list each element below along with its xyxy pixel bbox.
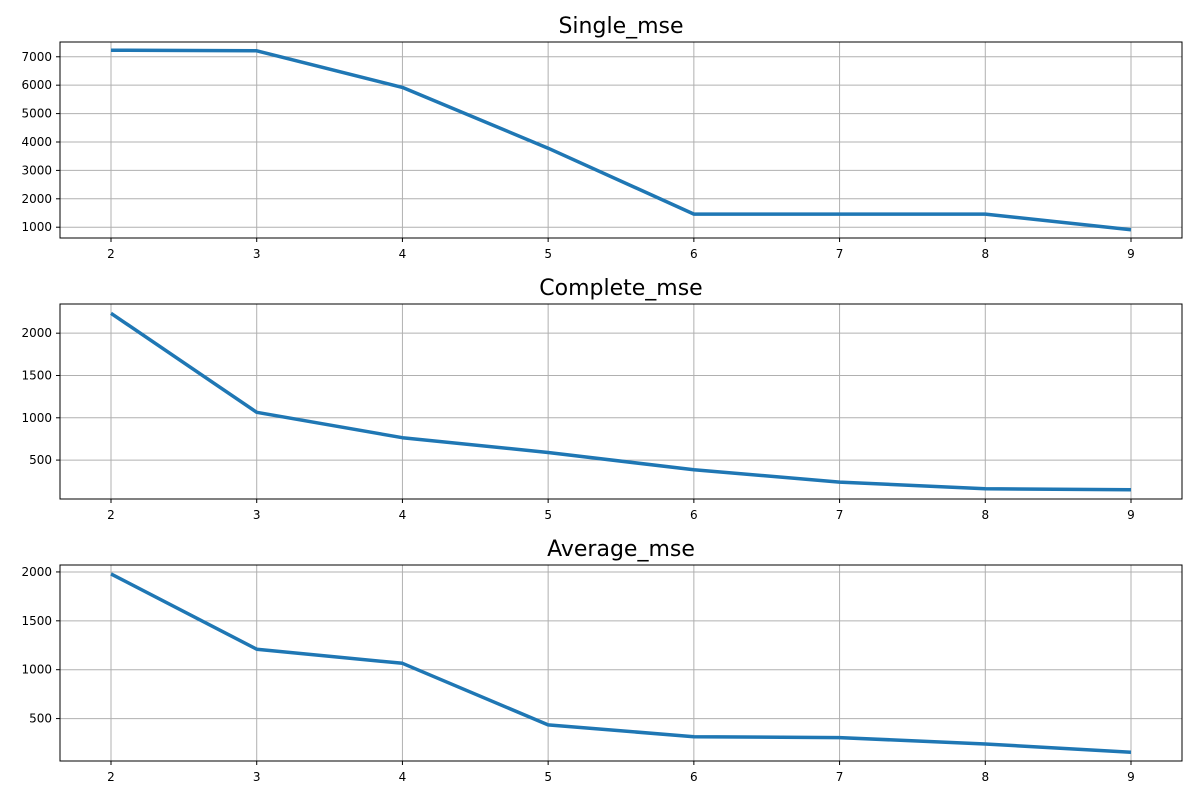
x-tick-label: 2 xyxy=(107,247,115,261)
y-tick-label: 2000 xyxy=(21,565,52,579)
y-tick-label: 3000 xyxy=(21,163,52,177)
y-tick-label: 5000 xyxy=(21,107,52,121)
x-tick-label: 3 xyxy=(253,508,261,522)
chart-panel: 2 3 4 5 6 7 8 9 500 1000 1500 2000 Complete_mse xyxy=(21,276,1183,522)
y-tick-label: 2000 xyxy=(21,326,52,340)
y-tick-label: 1500 xyxy=(21,614,52,628)
x-tick-label: 7 xyxy=(836,247,844,261)
axes-frame xyxy=(59,303,1183,500)
x-tick-label: 5 xyxy=(544,247,552,261)
axes-frame xyxy=(59,41,1183,239)
y-tick-label: 1000 xyxy=(21,220,52,234)
y-tick-label: 4000 xyxy=(21,135,52,149)
chart-title: Single_mse xyxy=(558,14,683,39)
y-tick-label: 500 xyxy=(29,453,52,467)
y-tick-label: 1000 xyxy=(21,663,52,677)
series-line xyxy=(110,48,1132,232)
y-tick-label: 1000 xyxy=(21,411,52,425)
x-tick-label: 6 xyxy=(690,247,698,261)
x-tick-label: 8 xyxy=(981,247,989,261)
chart-title: Complete_mse xyxy=(539,276,702,301)
axes-frame xyxy=(59,564,1183,762)
x-tick-label: 4 xyxy=(399,508,407,522)
series-line xyxy=(110,572,1132,755)
x-tick-label: 8 xyxy=(981,770,989,784)
x-tick-label: 9 xyxy=(1127,247,1135,261)
chart-panel: 2 3 4 5 6 7 8 9 500 1000 1500 2000 Average_mse xyxy=(21,537,1183,784)
x-tick-label: 4 xyxy=(399,247,407,261)
x-tick-label: 4 xyxy=(399,770,407,784)
x-tick-label: 9 xyxy=(1127,508,1135,522)
x-tick-label: 5 xyxy=(544,770,552,784)
chart-title: Average_mse xyxy=(547,537,695,562)
y-tick-label: 6000 xyxy=(21,78,52,92)
chart-panel: 2 3 4 5 6 7 8 9 1000 2000 3000 4000 5000 6000 7000 Sing… xyxy=(21,14,1183,261)
x-tick-label: 7 xyxy=(836,508,844,522)
y-tick-label: 1500 xyxy=(21,368,52,382)
x-tick-label: 6 xyxy=(690,770,698,784)
y-tick-label: 500 xyxy=(29,712,52,726)
x-tick-label: 7 xyxy=(836,770,844,784)
x-tick-label: 6 xyxy=(690,508,698,522)
x-tick-label: 3 xyxy=(253,770,261,784)
x-tick-label: 5 xyxy=(544,508,552,522)
y-tick-label: 7000 xyxy=(21,50,52,64)
series-line xyxy=(110,311,1132,492)
y-tick-label: 2000 xyxy=(21,192,52,206)
x-tick-label: 2 xyxy=(107,770,115,784)
x-tick-label: 3 xyxy=(253,247,261,261)
x-tick-label: 8 xyxy=(981,508,989,522)
x-tick-label: 9 xyxy=(1127,770,1135,784)
x-tick-label: 2 xyxy=(107,508,115,522)
